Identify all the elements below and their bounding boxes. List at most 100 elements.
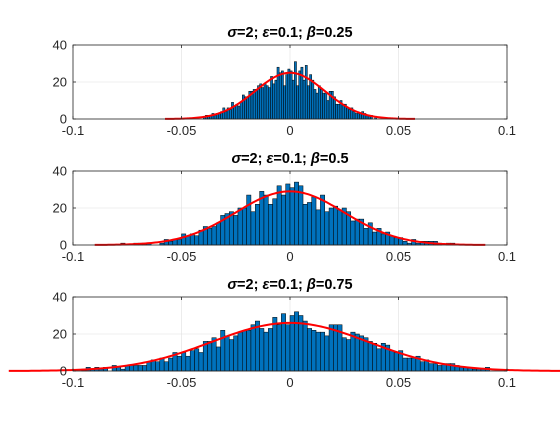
histogram-bar [367, 341, 373, 372]
histogram-bar [315, 92, 319, 120]
histogram-bar [402, 241, 408, 246]
histogram-bar [320, 89, 323, 120]
histogram-bar [263, 194, 269, 246]
title-symbol: β [310, 151, 320, 167]
y-tick-label: 40 [53, 164, 67, 179]
histogram-bar [320, 331, 325, 372]
title-symbol: σ [231, 151, 242, 167]
histogram-bar [261, 87, 265, 120]
histogram-bar [222, 107, 226, 120]
x-tick-label: -0.1 [62, 123, 84, 138]
histogram-bar [181, 352, 187, 372]
y-tick-label: 40 [53, 38, 67, 53]
histogram-bar [298, 185, 304, 246]
histogram-bar [354, 113, 358, 120]
title-symbol: ε [266, 151, 274, 167]
histogram-bar [402, 357, 408, 372]
x-tick-label: -0.05 [167, 375, 197, 390]
histogram-bar [317, 85, 321, 120]
x-tick-label: -0.1 [62, 249, 84, 264]
x-tick-label: 0.05 [386, 375, 411, 390]
histogram-bar [363, 337, 369, 372]
title-text: =0.1; [273, 151, 310, 167]
histogram-bar [259, 83, 263, 120]
histogram-bar [211, 337, 217, 372]
histogram-bar [239, 102, 243, 120]
x-tick-label: 0.1 [498, 123, 516, 138]
title-text: =0.1; [269, 25, 306, 41]
title-symbol: σ [227, 277, 238, 293]
histogram-bar [304, 65, 308, 120]
histogram-bar [263, 83, 267, 120]
title-symbol: σ [227, 25, 238, 41]
histogram-bar [302, 320, 308, 372]
subplot-2: -0.1 -0.05 0 0.05 0.1 0 20 40 σ=2; ε=0.1; β=0.5 [53, 151, 517, 264]
histogram-bar [437, 365, 443, 372]
x-tick-label: -0.05 [167, 123, 197, 138]
histogram-bar [296, 85, 299, 120]
title-text: =2; [241, 151, 266, 167]
histogram-bar [228, 339, 234, 372]
chart-title: σ=2; ε=0.1; β=0.75 [227, 277, 352, 293]
histogram-bar [155, 361, 161, 372]
subplot-1: -0.1 -0.05 0 0.05 0.1 0 20 40 σ=2; ε=0.1; β=0.25 [53, 25, 517, 138]
histogram-bar [215, 222, 221, 246]
histogram-bar [207, 228, 213, 246]
histogram-bar [285, 324, 291, 372]
title-text: =2; [237, 25, 262, 41]
title-text: =0.5 [320, 151, 349, 167]
histogram-bar [233, 215, 239, 246]
histogram-bar [211, 226, 217, 246]
histogram-bar [224, 335, 230, 372]
histogram-bar [176, 355, 182, 372]
histogram-bar [237, 105, 241, 120]
histogram-bar [411, 357, 417, 372]
histogram-bar [281, 194, 286, 246]
histogram-bar [352, 111, 356, 120]
x-tick-label: 0 [286, 375, 293, 390]
x-tick-label: 0.05 [386, 123, 411, 138]
histogram-bar [289, 70, 293, 120]
histogram-bar [168, 357, 174, 372]
histogram-bar [257, 85, 260, 120]
subplot-3: -0.1 -0.05 0 0.05 0.1 0 20 40 σ=2; ε=0.1; β=0.75 [8, 277, 560, 390]
histogram-bar [194, 348, 200, 372]
histogram-bar [198, 352, 204, 372]
histogram-bar [372, 343, 378, 372]
histogram-bar [341, 337, 347, 372]
histogram-bar [346, 339, 352, 372]
histogram-bar [276, 324, 282, 372]
histogram-bar [137, 365, 143, 372]
histogram-bar [246, 194, 252, 246]
title-text: =2; [237, 277, 262, 293]
tick-marks [72, 44, 508, 120]
fitted-curve [165, 71, 415, 120]
histogram-bar [307, 328, 312, 372]
histogram-bar [228, 109, 232, 120]
histogram-bar [159, 357, 165, 372]
histogram-bar [274, 79, 278, 120]
histogram-bar [272, 317, 278, 372]
histogram-bar [363, 228, 369, 246]
histogram-bar [129, 365, 135, 372]
histogram-bar [354, 333, 360, 372]
histogram-bar [133, 365, 139, 372]
histogram-bars [81, 311, 490, 372]
y-tick-label: 0 [60, 364, 67, 379]
histogram-bar [250, 324, 256, 372]
title-text: =0.25 [316, 25, 353, 41]
histogram-bar [168, 241, 174, 246]
x-tick-label: 0.05 [386, 249, 411, 264]
histogram-bar [233, 105, 237, 120]
histogram-bar [194, 235, 200, 246]
histogram-bar [289, 187, 295, 246]
histogram-bar [302, 204, 308, 246]
histogram-bar [337, 103, 341, 120]
histogram-bar [246, 330, 252, 372]
histogram-bar [348, 109, 352, 120]
histogram-bar [283, 85, 286, 120]
histogram-bar [265, 85, 269, 120]
histogram-bar [315, 209, 321, 246]
